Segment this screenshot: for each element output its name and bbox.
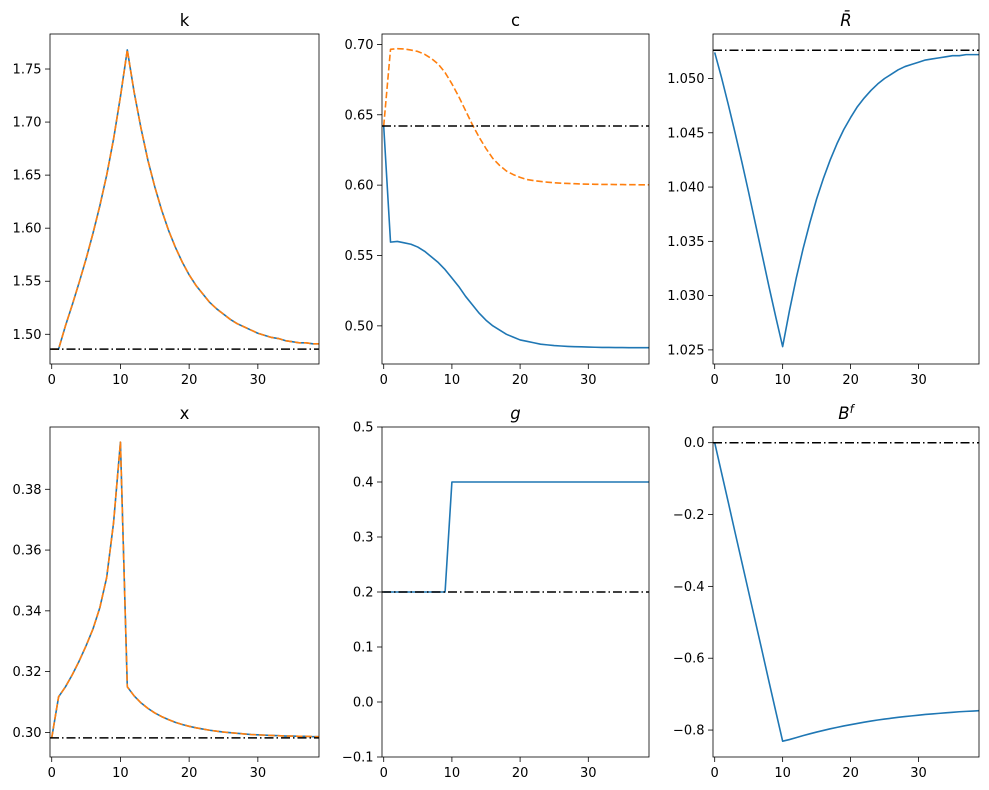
x-tick-label: 0 — [48, 373, 56, 388]
y-tick-label: 0.70 — [345, 38, 374, 53]
x-tick-label: 20 — [181, 766, 198, 781]
y-tick-label: 1.50 — [13, 328, 42, 343]
axes-frame — [712, 426, 980, 758]
axes-frame — [381, 426, 650, 758]
subplot-R-bar: 0 10 20 30 1.025 1.030 1.035 1.040 1.045 1.050 R̄ — [667, 11, 980, 388]
y-tick-label: 1.040 — [667, 181, 704, 196]
y-tick-label: −0.1 — [342, 751, 374, 766]
x-tick-label: 0 — [711, 766, 719, 781]
x-tick-label: 10 — [774, 766, 791, 781]
x-tick-label: 0 — [711, 373, 719, 388]
axes-frame — [49, 426, 320, 758]
series-orange-dashed — [51, 49, 319, 350]
y-tick-label: −0.8 — [673, 724, 705, 739]
y-tick-label: 0.4 — [353, 476, 374, 491]
x-tick-label: 10 — [444, 766, 461, 781]
x-tick-label: 10 — [112, 766, 129, 781]
y-tick-label: 1.70 — [13, 116, 42, 131]
x-tick-label: 30 — [580, 373, 597, 388]
x-tick-label: 20 — [512, 766, 529, 781]
series-orange-dashed — [382, 47, 649, 186]
y-tick-label: 1.035 — [667, 235, 704, 250]
axes-frame — [712, 33, 980, 365]
subplot-title: g — [510, 404, 520, 423]
subplot-x: 0 10 20 30 0.30 0.32 0.34 0.36 0.38 x — [13, 404, 320, 781]
y-tick-label: 1.60 — [13, 222, 42, 237]
x-tick-label: 10 — [774, 373, 791, 388]
y-tick-label: −0.6 — [673, 652, 705, 667]
subplot-title: x — [180, 404, 190, 423]
subplot-title: c — [511, 11, 520, 30]
y-tick-label: 1.025 — [667, 343, 704, 358]
y-tick-label: 0.34 — [13, 604, 42, 619]
x-tick-label: 30 — [250, 373, 267, 388]
x-tick-label: 30 — [580, 766, 597, 781]
subplot-title: k — [180, 11, 190, 30]
y-tick-label: 0.32 — [13, 665, 42, 680]
y-tick-label: 0.1 — [353, 641, 374, 656]
y-tick-label: 1.050 — [667, 72, 704, 87]
x-tick-label: 30 — [250, 766, 267, 781]
subplot-g: 0 10 20 30 −0.1 0.0 0.1 0.2 0.3 0.4 0.5 g — [342, 404, 650, 781]
x-tick-label: 0 — [380, 766, 388, 781]
x-tick-label: 30 — [910, 766, 927, 781]
y-tick-label: 1.045 — [667, 126, 704, 141]
y-tick-label: 0.60 — [345, 179, 374, 194]
x-tick-label: 20 — [842, 766, 859, 781]
y-tick-label: 1.030 — [667, 289, 704, 304]
subplot-B-f: 0 10 20 30−0.8−0.6−0.4−0.20.0Bf — [673, 402, 980, 781]
y-tick-label: 1.75 — [13, 63, 42, 78]
x-tick-label: 20 — [181, 373, 198, 388]
axes-frame — [381, 33, 650, 365]
series-blue-solid — [713, 52, 979, 348]
y-tick-label: 1.55 — [13, 275, 42, 290]
y-tick-label: 0.55 — [345, 249, 374, 264]
y-tick-label: 0.3 — [353, 531, 374, 546]
series-orange-dashed — [50, 441, 319, 738]
subplot-title: R̄ — [840, 11, 851, 30]
y-tick-label: 1.65 — [13, 169, 42, 184]
y-tick-label: 0.65 — [345, 108, 374, 123]
y-tick-label: 0.2 — [353, 586, 374, 601]
x-tick-label: 20 — [512, 373, 529, 388]
subplot-k: 0 10 20 30 1.50 1.55 1.60 1.65 1.70 1.75 k — [13, 11, 320, 388]
y-tick-label: 0.0 — [353, 696, 374, 711]
x-tick-label: 20 — [842, 373, 859, 388]
axes-frame — [49, 33, 320, 365]
series-blue-solid — [382, 125, 649, 349]
y-tick-label: 0.50 — [345, 319, 374, 334]
y-tick-label: 0.36 — [13, 544, 42, 559]
x-tick-label: 10 — [112, 373, 129, 388]
y-tick-label: 0.0 — [684, 436, 705, 451]
x-tick-label: 30 — [910, 373, 927, 388]
series-blue-solid — [713, 442, 979, 743]
y-tick-label: −0.2 — [673, 508, 705, 523]
x-tick-label: 0 — [48, 766, 56, 781]
x-tick-label: 10 — [444, 373, 461, 388]
y-tick-label: 0.5 — [353, 421, 374, 436]
y-tick-label: 0.30 — [13, 726, 42, 741]
subplot-c: 0 10 20 30 0.50 0.55 0.60 0.65 0.70 c — [345, 11, 650, 388]
y-tick-label: 0.38 — [13, 483, 42, 498]
y-tick-label: −0.4 — [673, 580, 705, 595]
x-tick-label: 0 — [380, 373, 388, 388]
